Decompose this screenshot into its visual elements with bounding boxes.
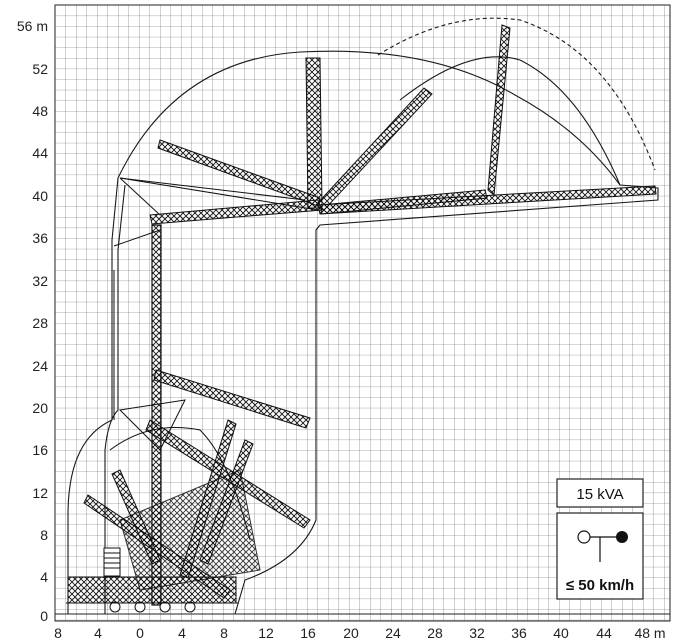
y-tick-label: 20 — [32, 400, 48, 416]
crane-chassis — [66, 547, 238, 613]
x-tick-label: 4 — [94, 625, 102, 641]
x-tick-label: 4 — [178, 625, 186, 641]
x-tick-label: 8 — [220, 625, 228, 641]
x-tick-label: 28 — [427, 625, 443, 641]
y-tick-label: 52 — [32, 61, 48, 77]
reach-envelope — [67, 17, 659, 615]
y-tick-label: 36 — [32, 230, 48, 246]
x-tick-label: 48 m — [634, 625, 665, 641]
jib-positions — [119, 24, 657, 225]
x-tick-label: 20 — [343, 625, 359, 641]
y-tick-label: 40 — [32, 188, 48, 204]
y-tick-label: 48 — [32, 103, 48, 119]
power-rating-box: 15 kVA — [556, 478, 644, 508]
x-tick-label: 40 — [553, 625, 569, 641]
y-tick-label: 32 — [32, 273, 48, 289]
crane-tower — [113, 224, 162, 606]
x-tick-label: 12 — [258, 625, 274, 641]
x-axis: 8 4 0 4 8 12 16 20 24 28 32 36 40 44 48 … — [54, 625, 665, 641]
power-rating-label: 15 kVA — [576, 486, 623, 503]
y-tick-label: 4 — [40, 569, 48, 585]
y-tick-label: 24 — [32, 358, 48, 374]
x-tick-label: 36 — [511, 625, 527, 641]
y-tick-label: 16 — [32, 442, 48, 458]
wind-limit-box: ≤ 50 km/h — [556, 512, 644, 600]
y-tick-label: 8 — [40, 527, 48, 543]
x-tick-label: 16 — [300, 625, 316, 641]
wind-limit-icon — [577, 530, 628, 562]
x-tick-label: 0 — [136, 625, 144, 641]
x-tick-label: 32 — [469, 625, 485, 641]
x-tick-label: 8 — [54, 625, 62, 641]
y-tick-label: 56 m — [17, 18, 48, 34]
y-tick-label: 0 — [40, 608, 48, 624]
folded-jib-positions — [83, 369, 311, 599]
y-tick-label: 12 — [32, 485, 48, 501]
x-tick-label: 44 — [596, 625, 612, 641]
y-axis: 56 m 52 48 44 40 36 32 28 24 20 16 12 8 … — [17, 18, 48, 624]
wind-limit-label: ≤ 50 km/h — [566, 577, 634, 594]
y-tick-label: 28 — [32, 315, 48, 331]
y-tick-label: 44 — [32, 145, 48, 161]
x-tick-label: 24 — [385, 625, 401, 641]
